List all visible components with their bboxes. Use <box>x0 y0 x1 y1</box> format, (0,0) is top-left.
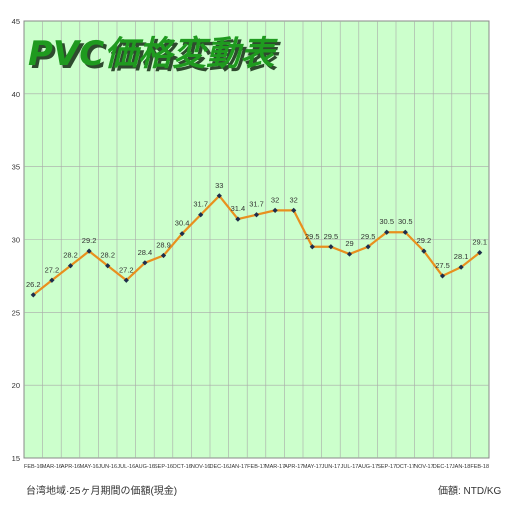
x-tick-label: APR-16 <box>61 464 80 470</box>
data-point-marker <box>49 277 55 283</box>
x-tick-label: JUN-16 <box>98 464 117 470</box>
x-tick-label: OCT-17 <box>396 464 415 470</box>
y-tick-label: 15 <box>12 454 20 463</box>
data-point-marker <box>253 212 260 218</box>
data-point-marker <box>477 250 483 256</box>
x-tick-label: JAN-17 <box>229 464 247 470</box>
x-tick-label: APR-17 <box>284 464 303 470</box>
x-tick-label: NOV-16 <box>191 464 211 470</box>
data-label: 27.5 <box>435 261 450 270</box>
data-point-marker <box>86 248 92 254</box>
x-tick-label: SEP-16 <box>154 464 173 470</box>
data-point-marker <box>309 244 315 250</box>
x-tick-label: AUG-17 <box>358 464 378 470</box>
x-tick-label: NOV-17 <box>414 464 434 470</box>
y-tick-label: 25 <box>12 308 20 317</box>
footer-right-note: 価額: NTD/KG <box>438 486 502 497</box>
y-tick-label: 45 <box>12 17 20 26</box>
x-tick-label: MAR-16 <box>42 464 62 470</box>
data-point-marker <box>328 244 334 250</box>
x-tick-label: JUN-17 <box>322 464 341 470</box>
data-label: 29.2 <box>417 236 432 245</box>
data-point-marker <box>291 207 297 213</box>
data-label: 30.5 <box>398 217 413 226</box>
data-point-marker <box>346 251 353 257</box>
x-tick-label: FEB-18 <box>470 464 489 470</box>
data-label: 28.9 <box>156 241 171 250</box>
series-layer <box>30 193 483 298</box>
data-point-marker <box>160 252 167 259</box>
x-tick-label: JUL-16 <box>117 464 135 470</box>
data-label: 32 <box>290 195 298 204</box>
data-label: 29.5 <box>361 232 376 241</box>
footer-left-note: 台湾地域·25ヶ月期間の価額(現金) <box>26 486 178 497</box>
x-tick-label: MAR-17 <box>265 464 285 470</box>
x-tick-label: JAN-18 <box>452 464 470 470</box>
y-tick-label: 30 <box>12 236 20 245</box>
data-label: 30.4 <box>175 219 190 228</box>
y-tick-label: 20 <box>12 381 20 390</box>
data-label: 32 <box>271 195 279 204</box>
data-label: 31.4 <box>231 204 246 213</box>
data-point-marker <box>235 216 241 222</box>
data-label: 28.2 <box>100 251 115 260</box>
data-label: 29.1 <box>472 238 487 247</box>
data-label: 29.5 <box>305 232 320 241</box>
x-tick-label: DEC-16 <box>210 464 230 470</box>
data-point-marker <box>272 207 278 213</box>
data-point-marker <box>30 292 36 298</box>
x-tick-label: JUL-17 <box>341 464 359 470</box>
data-point-marker <box>421 248 427 254</box>
data-point-marker <box>142 260 148 266</box>
data-label: 31.7 <box>193 200 208 209</box>
x-tick-label: FEB-16 <box>24 464 43 470</box>
data-point-marker <box>402 229 408 235</box>
data-label: 29 <box>345 239 353 248</box>
x-tick-label: SEP-17 <box>377 464 396 470</box>
data-label: 26.2 <box>26 280 41 289</box>
chart-title: PVC価格変動表 <box>28 34 278 74</box>
data-label: 28.4 <box>138 248 153 257</box>
data-label: 31.7 <box>249 200 264 209</box>
data-point-marker <box>198 212 204 218</box>
data-point-marker <box>458 264 464 270</box>
chart-title-shadow: PVC価格変動表 <box>31 37 281 77</box>
data-label: 29.5 <box>324 232 339 241</box>
data-label: 33 <box>215 181 223 190</box>
data-point-marker <box>123 277 129 283</box>
data-label: 28.2 <box>63 251 78 260</box>
x-tick-label: OCT-16 <box>172 464 191 470</box>
x-tick-label: MAY-17 <box>303 464 322 470</box>
data-label: 28.1 <box>454 252 469 261</box>
data-point-marker <box>179 231 185 237</box>
data-point-marker <box>439 273 446 279</box>
data-point-marker <box>67 263 74 269</box>
data-point-marker <box>105 263 111 269</box>
x-tick-label: AUG-16 <box>135 464 155 470</box>
data-label: 29.2 <box>82 236 97 245</box>
x-tick-label: DEC-17 <box>433 464 453 470</box>
y-tick-labels: 15 20 25 30 35 40 45 <box>12 17 20 463</box>
data-point-marker <box>216 193 222 199</box>
data-label: 30.5 <box>379 217 394 226</box>
data-label-layer: 26.227.228.229.228.227.228.428.930.431.7… <box>26 181 487 289</box>
y-tick-label: 40 <box>12 90 20 99</box>
x-tick-label: FEB-17 <box>247 464 266 470</box>
x-tick-label: MAY-16 <box>80 464 99 470</box>
data-point-marker <box>384 229 390 235</box>
y-tick-label: 35 <box>12 163 20 172</box>
data-label: 27.2 <box>119 265 134 274</box>
data-point-marker <box>365 244 371 250</box>
data-label: 27.2 <box>45 265 60 274</box>
